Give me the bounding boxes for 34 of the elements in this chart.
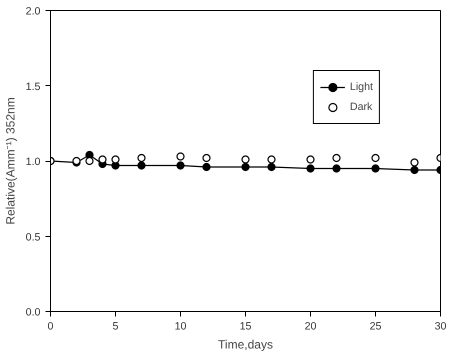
point bbox=[202, 154, 211, 162]
point bbox=[410, 158, 419, 167]
point bbox=[306, 164, 315, 173]
point bbox=[267, 162, 276, 172]
x-tick-label: 5 bbox=[112, 320, 119, 332]
y-tick-label: 1.5 bbox=[26, 80, 41, 93]
x-tick-label: 0 bbox=[48, 320, 54, 332]
y-tick-label: 0.0 bbox=[26, 306, 41, 318]
x-tick-label: 10 bbox=[174, 320, 186, 332]
point bbox=[371, 154, 380, 162]
point bbox=[176, 161, 185, 170]
legend-label: Dark bbox=[350, 101, 372, 113]
point bbox=[137, 161, 146, 170]
point bbox=[371, 164, 380, 173]
y-axis-title: Relative(Amm⁻¹) 352nm bbox=[4, 97, 18, 225]
point bbox=[410, 166, 419, 174]
x-axis-title: Time,days bbox=[218, 338, 273, 352]
point bbox=[267, 155, 276, 164]
point bbox=[176, 152, 185, 161]
point bbox=[137, 154, 146, 162]
point bbox=[202, 162, 211, 172]
x-tick-label: 30 bbox=[434, 320, 446, 332]
x-tick-label: 15 bbox=[240, 320, 252, 332]
point bbox=[332, 154, 341, 162]
y-tick-label: 1.0 bbox=[26, 156, 41, 168]
legend-label: Light bbox=[350, 81, 373, 93]
x-tick-label: 25 bbox=[370, 320, 382, 332]
y-tick-label: 2.0 bbox=[26, 6, 41, 18]
y-tick-label: 0.5 bbox=[26, 231, 41, 244]
point bbox=[332, 164, 341, 173]
point bbox=[241, 155, 250, 164]
point bbox=[241, 162, 250, 172]
point bbox=[306, 155, 315, 164]
x-tick-label: 20 bbox=[304, 320, 316, 332]
